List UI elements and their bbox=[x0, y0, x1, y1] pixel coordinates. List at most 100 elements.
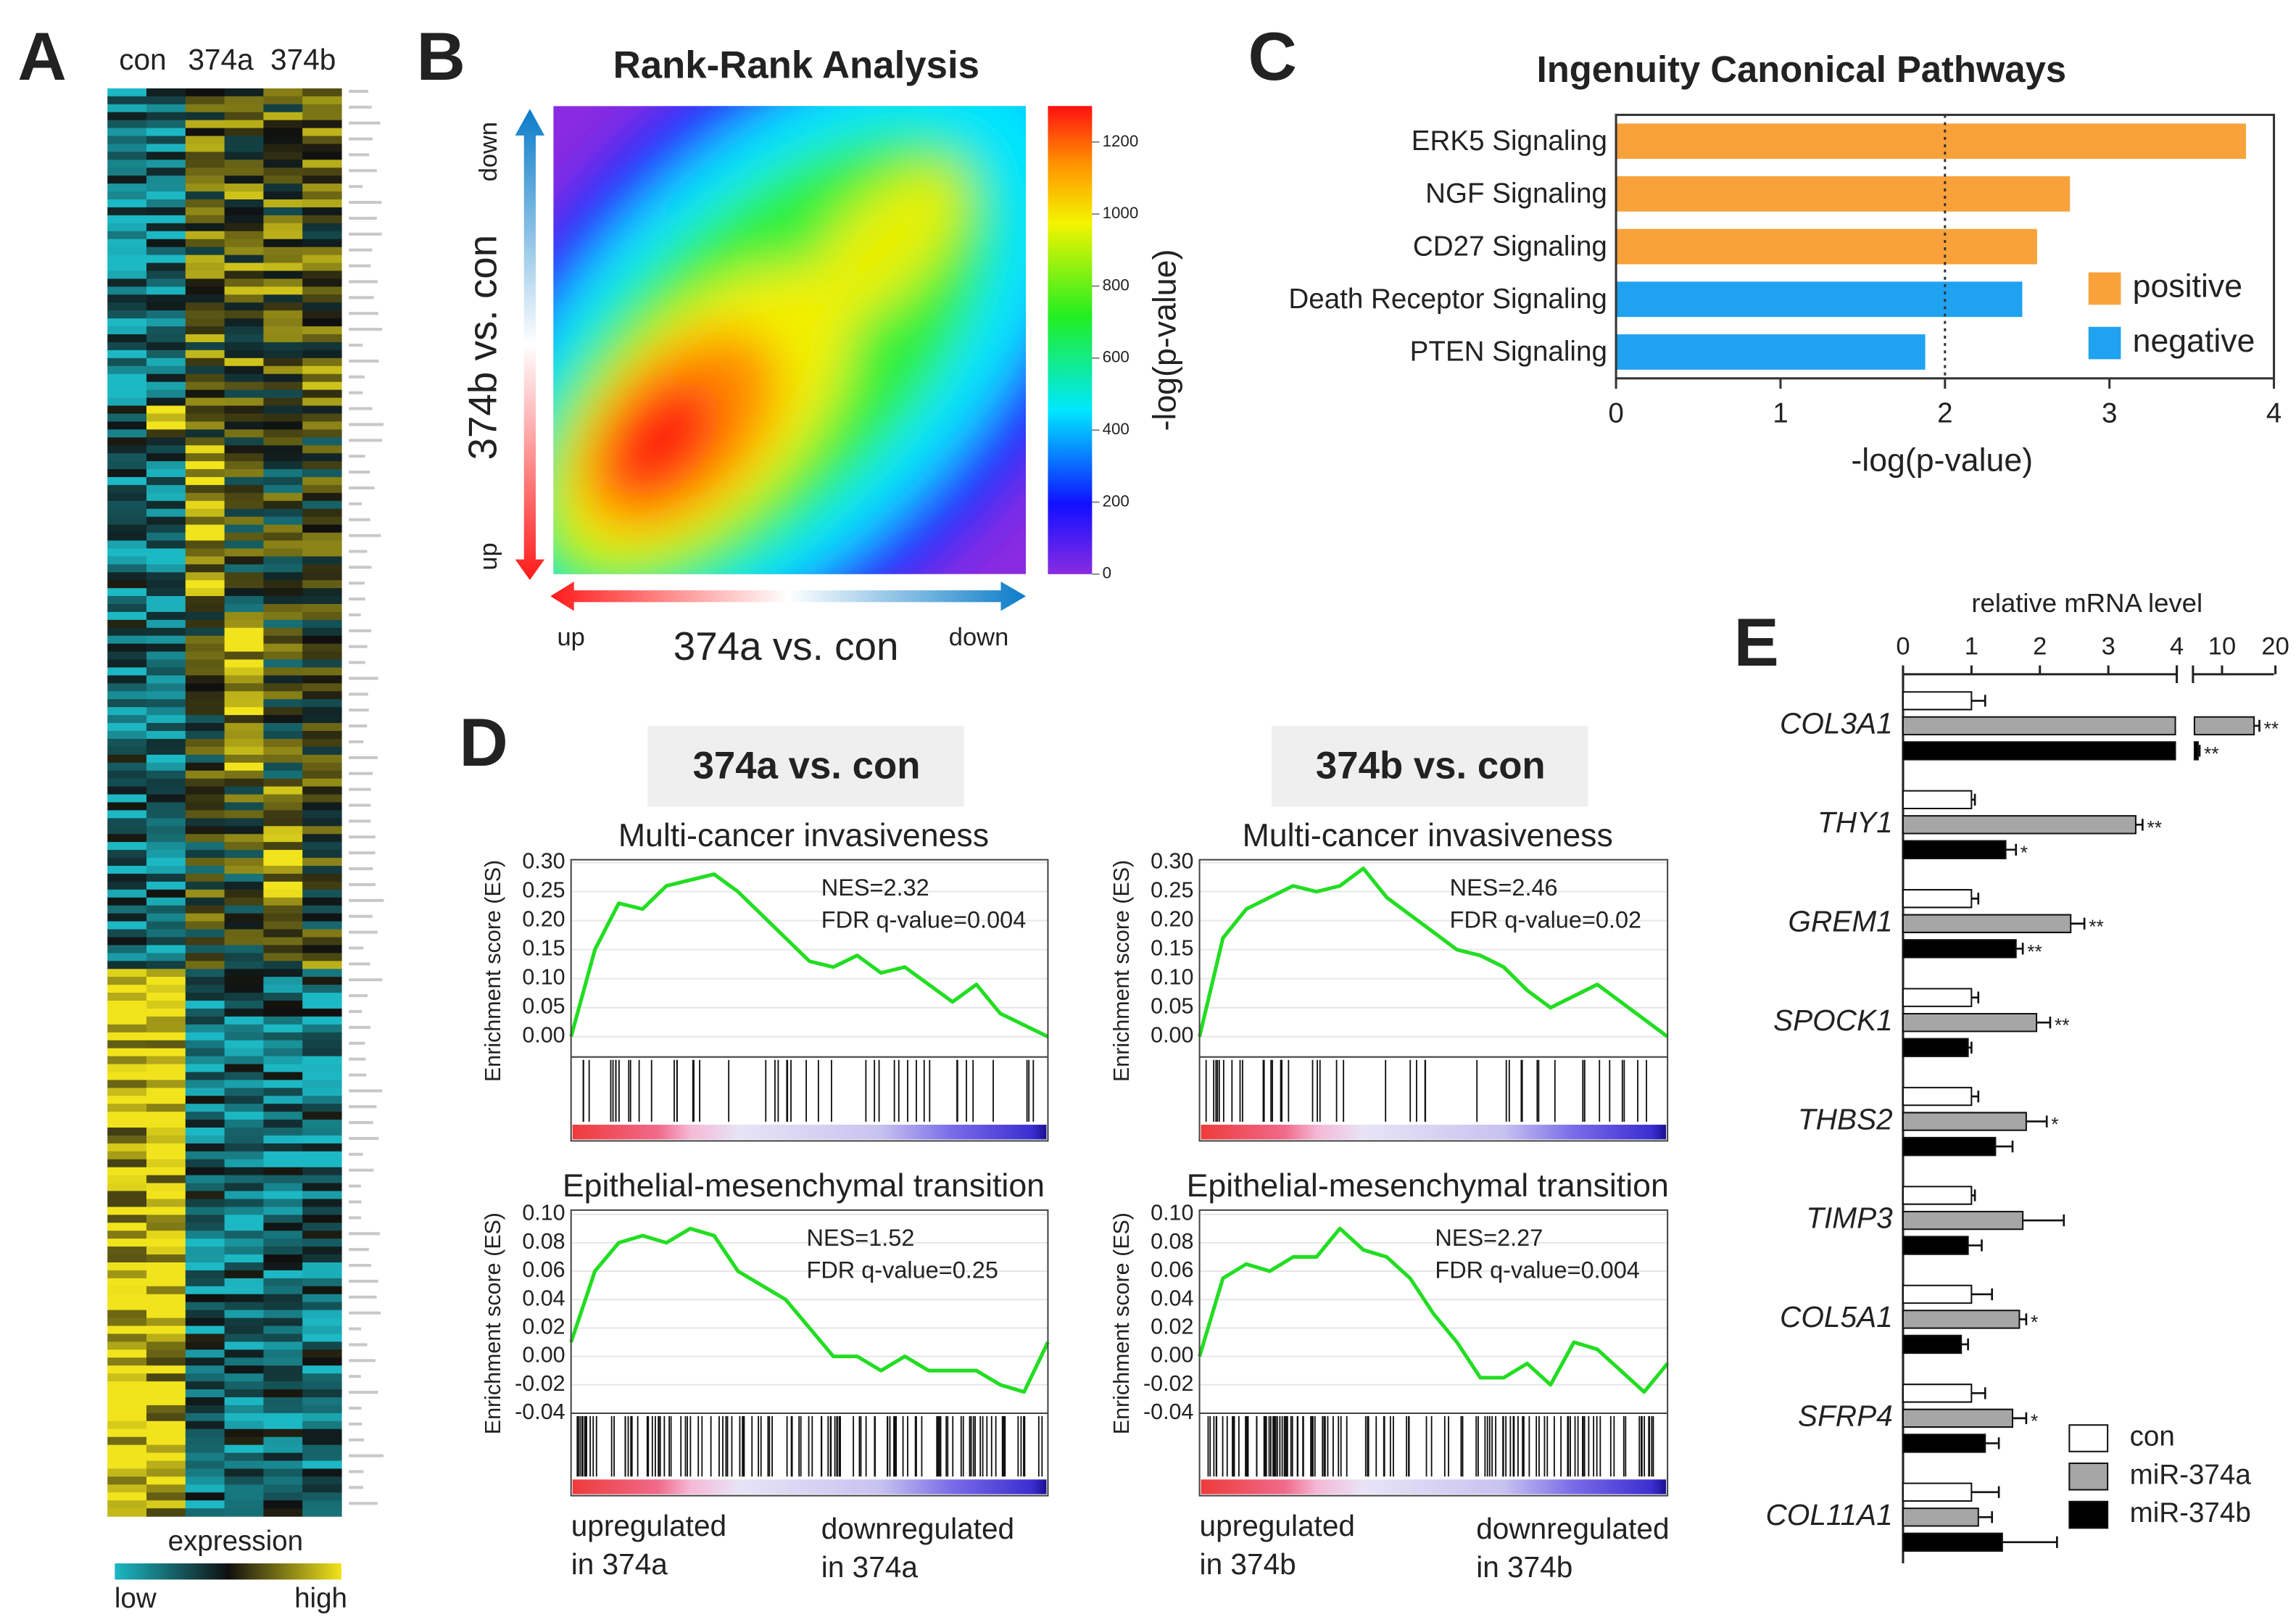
gene-label-placeholder bbox=[349, 407, 373, 410]
gene-label-placeholder bbox=[349, 89, 369, 93]
heatmap-cell bbox=[185, 564, 225, 573]
heatmap-cell bbox=[224, 540, 265, 549]
heatmap-cell bbox=[302, 1064, 342, 1073]
heatmap-cell bbox=[185, 858, 225, 867]
gene-label-placeholder bbox=[349, 1168, 374, 1172]
column-label: 374a bbox=[188, 43, 254, 76]
heatmap-cell bbox=[107, 373, 147, 383]
gene-label-placeholder bbox=[349, 455, 365, 458]
heatmap-cell bbox=[302, 1000, 342, 1009]
heatmap-cell bbox=[185, 1294, 225, 1303]
ylabel: Enrichment score (ES) bbox=[481, 1212, 505, 1434]
heatmap-cell bbox=[263, 635, 303, 645]
heatmap-cell bbox=[185, 913, 225, 922]
heatmap-cell bbox=[263, 881, 303, 890]
heatmap-cell bbox=[107, 270, 147, 280]
gene-label-placeholder bbox=[349, 787, 371, 791]
heatmap-cell bbox=[146, 342, 186, 351]
heatmap-cell bbox=[224, 1373, 265, 1382]
heatmap-cell bbox=[263, 270, 303, 280]
heatmap-cell bbox=[146, 873, 186, 882]
rank-bar bbox=[1201, 1125, 1667, 1140]
gene-label-placeholder bbox=[349, 803, 371, 807]
gene-label-placeholder bbox=[349, 1295, 377, 1299]
heatmap-cell bbox=[185, 381, 225, 391]
header-box bbox=[647, 725, 964, 807]
heatmap-cell bbox=[146, 572, 186, 581]
heatmap-cell bbox=[185, 1381, 225, 1390]
heatmap-cell bbox=[302, 572, 342, 581]
heatmap-cell bbox=[146, 1373, 186, 1382]
heatmap-cell bbox=[263, 1357, 303, 1366]
error-bar bbox=[1961, 1338, 1969, 1351]
x-axis-label: relative mRNA level bbox=[1971, 588, 2202, 618]
heatmap-cell bbox=[302, 1032, 342, 1041]
heatmap-cell bbox=[185, 588, 225, 597]
heatmap-cell bbox=[263, 1341, 303, 1350]
stat: FDR q-value=0.02 bbox=[1450, 906, 1641, 932]
heatmap-cell bbox=[302, 1302, 342, 1311]
heatmap-cell bbox=[185, 961, 225, 969]
panel-letter: C bbox=[1248, 18, 1297, 94]
heatmap-cell bbox=[146, 1064, 186, 1073]
heatmap-cell bbox=[107, 1183, 147, 1192]
heatmap-cell bbox=[302, 168, 342, 176]
heatmap-cell bbox=[185, 1326, 225, 1335]
heatmap-cell bbox=[146, 858, 186, 867]
heatmap-cell bbox=[302, 1175, 342, 1184]
bar bbox=[1902, 840, 2007, 860]
error-bar bbox=[1971, 1486, 2000, 1498]
heatmap-cell bbox=[146, 596, 186, 605]
heatmap-cell bbox=[185, 278, 225, 287]
heatmap-cell bbox=[302, 1151, 342, 1160]
heatmap-cell bbox=[224, 1072, 265, 1080]
heatmap-cell bbox=[302, 1397, 342, 1406]
heatmap-cell bbox=[185, 1278, 225, 1287]
gene-label-placeholder bbox=[349, 1025, 370, 1029]
heatmap-cell bbox=[107, 1112, 147, 1120]
heatmap-cell bbox=[107, 1413, 147, 1422]
error-bar bbox=[2026, 1115, 2048, 1128]
heatmap-cell bbox=[224, 286, 265, 295]
bar bbox=[1902, 1086, 1973, 1107]
heatmap-cell bbox=[146, 350, 186, 359]
y-tick-label: 0.06 bbox=[522, 1257, 565, 1282]
heatmap-cell bbox=[224, 492, 265, 502]
heatmap-cell bbox=[107, 1215, 147, 1223]
stat: NES=2.32 bbox=[821, 874, 929, 901]
heatmap-cell bbox=[263, 818, 303, 827]
heatmap-cell bbox=[185, 1286, 225, 1295]
heatmap-cell bbox=[146, 1175, 186, 1184]
heatmap-cell bbox=[107, 1270, 147, 1279]
heatmap-cell bbox=[146, 715, 186, 724]
heatmap-cell bbox=[263, 381, 303, 391]
heatmap-cell bbox=[107, 580, 147, 589]
heatmap-cell bbox=[107, 1199, 147, 1208]
heatmap-cell bbox=[224, 207, 265, 216]
heatmap-cell bbox=[185, 484, 225, 494]
heatmap-cell bbox=[263, 754, 303, 764]
heatmap-cell bbox=[263, 207, 303, 216]
heatmap-cell bbox=[185, 905, 225, 914]
heatmap-cell bbox=[107, 993, 147, 1001]
heatmap-cell bbox=[224, 1104, 265, 1112]
heatmap-cell bbox=[146, 913, 186, 922]
heatmap-cell bbox=[185, 389, 225, 399]
heatmap-cell bbox=[146, 580, 186, 589]
heatmap-cell bbox=[185, 842, 225, 851]
y-tick-label: 0.10 bbox=[522, 1201, 565, 1225]
heatmap-cell bbox=[263, 865, 303, 874]
heatmap-cell bbox=[107, 152, 147, 160]
heatmap-cell bbox=[302, 627, 342, 637]
colorbar-label: expression bbox=[168, 1526, 304, 1557]
gene-label-placeholder bbox=[349, 1089, 383, 1093]
heatmap-cell bbox=[224, 120, 265, 129]
heatmap-cell bbox=[224, 834, 265, 843]
heatmap-cell bbox=[224, 1008, 265, 1017]
heatmap-cell bbox=[224, 913, 265, 922]
heatmap-cell bbox=[302, 1444, 342, 1454]
heatmap-cell bbox=[185, 1484, 225, 1493]
heatmap-cell bbox=[107, 215, 147, 224]
heatmap-cell bbox=[224, 168, 265, 176]
